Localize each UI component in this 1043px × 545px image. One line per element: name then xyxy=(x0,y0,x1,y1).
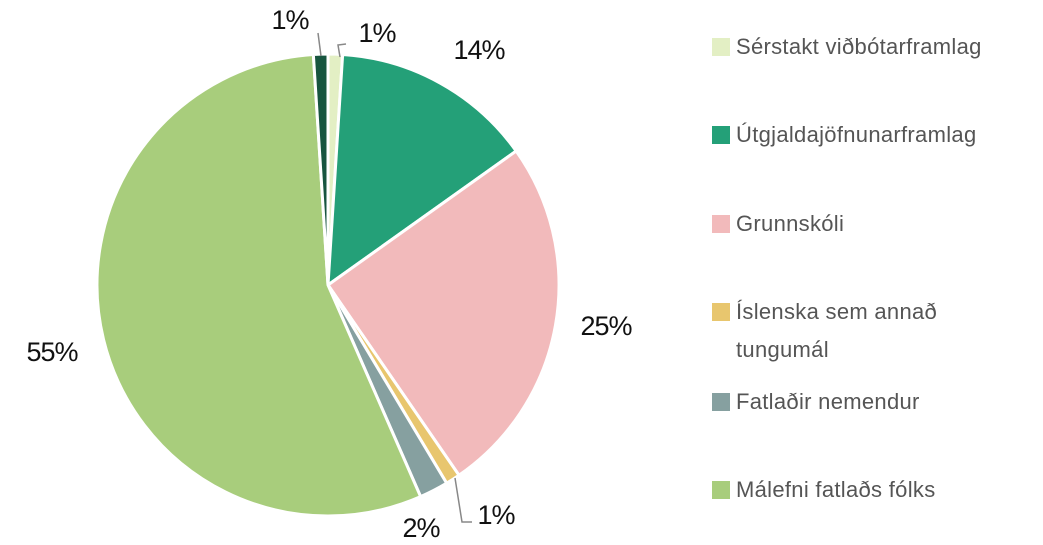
legend-item: Fatlaðir nemendur xyxy=(712,383,1012,421)
leader-line xyxy=(454,477,472,523)
data-label: 1% xyxy=(271,5,309,35)
legend-item: Útgjaldajöfnunarframlag xyxy=(712,116,1012,154)
legend-label: Íslenska sem annað tungumál xyxy=(736,299,938,362)
legend-label: Grunnskóli xyxy=(736,211,845,236)
pie-slice xyxy=(326,52,519,289)
data-label: 25% xyxy=(580,311,632,341)
data-label: 1% xyxy=(477,500,515,530)
legend-swatch xyxy=(712,303,730,321)
leader-line xyxy=(337,43,347,58)
data-label: 1% xyxy=(358,18,396,48)
legend-label: Útgjaldajöfnunarframlag xyxy=(736,122,977,147)
legend-item: Málefni fatlaðs fólks xyxy=(712,471,1012,509)
legend-item: Grunnskóli xyxy=(712,205,1012,243)
pie-slice xyxy=(325,148,561,478)
data-label: 2% xyxy=(402,513,440,543)
legend-item: Sérstakt viðbótarframlag xyxy=(712,28,1012,66)
pie-slice xyxy=(95,52,423,518)
legend-swatch xyxy=(712,481,730,499)
legend-item: Íslenska sem annað tungumál xyxy=(712,293,1012,369)
data-label: 14% xyxy=(453,35,505,65)
leader-line xyxy=(317,32,322,57)
legend-label: Sérstakt viðbótarframlag xyxy=(736,34,982,59)
legend-label: Fatlaðir nemendur xyxy=(736,389,920,414)
data-label: 55% xyxy=(26,337,78,367)
legend-swatch xyxy=(712,215,730,233)
legend-swatch xyxy=(712,393,730,411)
legend-label: Málefni fatlaðs fólks xyxy=(736,477,936,502)
legend-swatch xyxy=(712,126,730,144)
legend-swatch xyxy=(712,38,730,56)
